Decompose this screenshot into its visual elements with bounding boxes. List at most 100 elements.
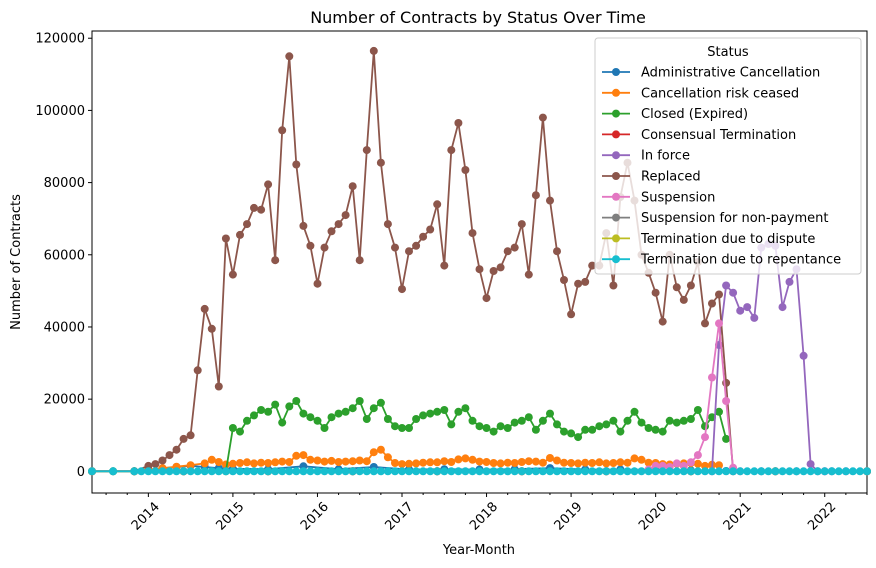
data-point (299, 409, 308, 418)
data-point (334, 467, 343, 476)
data-point (454, 119, 463, 127)
data-point (574, 459, 583, 468)
data-point (426, 409, 435, 418)
data-point (785, 277, 794, 286)
legend-label: Cancellation risk ceased (641, 86, 799, 101)
data-point (348, 457, 357, 466)
legend-swatch-marker (612, 109, 620, 118)
data-point (517, 220, 526, 229)
data-point (517, 458, 526, 466)
data-point (341, 211, 350, 220)
data-point (362, 415, 371, 423)
data-point (750, 467, 759, 476)
data-point (517, 467, 526, 476)
data-point (440, 457, 449, 466)
data-point (722, 397, 731, 405)
data-point (447, 420, 456, 429)
data-point (376, 158, 385, 167)
data-point (630, 454, 639, 463)
data-point (524, 413, 533, 422)
data-point (567, 467, 576, 476)
data-point (179, 434, 188, 443)
data-point (743, 467, 752, 476)
data-point (383, 453, 392, 462)
data-point (299, 451, 308, 460)
data-point (221, 234, 230, 243)
data-point (510, 418, 519, 427)
data-point (405, 459, 413, 468)
data-point (510, 243, 519, 252)
data-point (686, 415, 695, 423)
data-point (503, 247, 512, 256)
data-point (588, 467, 597, 476)
data-point (524, 457, 533, 466)
data-point (665, 467, 674, 476)
data-point (228, 467, 237, 476)
data-point (665, 416, 674, 425)
data-point (250, 203, 258, 212)
data-point (489, 427, 498, 436)
data-point (320, 467, 329, 476)
legend-swatch-marker (612, 234, 620, 243)
data-point (560, 427, 568, 436)
x-tick-label: 2021 (721, 500, 755, 534)
data-point (475, 422, 484, 431)
data-point (433, 458, 442, 467)
x-tick-label: 2015 (213, 500, 247, 534)
data-point (588, 425, 597, 434)
data-point (651, 425, 660, 434)
data-point (433, 407, 442, 416)
data-point (771, 467, 780, 476)
legend-swatch-marker (612, 88, 620, 97)
legend-label: Closed (Expired) (641, 107, 748, 122)
data-point (264, 459, 273, 467)
data-point (531, 457, 540, 466)
data-point (320, 424, 329, 432)
data-point (271, 256, 280, 265)
data-point (454, 455, 463, 464)
data-point (250, 459, 258, 468)
data-point (306, 467, 315, 476)
data-point (553, 247, 561, 256)
data-point (722, 434, 731, 443)
data-point (130, 467, 139, 476)
data-point (306, 413, 315, 422)
y-axis-label: Number of Contracts (9, 194, 24, 330)
y-tick-label: 80000 (44, 176, 85, 191)
legend-label: Consensual Termination (641, 128, 796, 143)
data-point (355, 397, 364, 405)
data-point (158, 456, 167, 465)
data-point (792, 467, 801, 476)
data-point (799, 351, 808, 360)
data-point (813, 467, 822, 476)
data-point (574, 433, 583, 442)
data-point (285, 458, 294, 466)
data-point (715, 290, 723, 299)
data-point (560, 458, 568, 467)
x-tick-label: 2018 (467, 500, 501, 534)
data-point (412, 459, 421, 468)
data-point (426, 225, 435, 234)
data-point (214, 467, 223, 476)
data-point (701, 422, 709, 431)
data-point (419, 467, 428, 476)
data-point (708, 299, 716, 308)
series-layer (88, 46, 871, 476)
data-point (334, 409, 343, 418)
legend: Status Administrative Cancellation Cancel… (594, 37, 862, 275)
data-point (419, 458, 428, 467)
data-point (292, 397, 301, 405)
data-point (623, 458, 632, 467)
data-point (348, 467, 357, 476)
data-point (144, 467, 153, 476)
data-point (567, 459, 576, 467)
legend-swatch-marker (612, 130, 620, 139)
data-point (228, 270, 237, 279)
data-point (426, 458, 435, 467)
data-point (165, 467, 174, 476)
data-point (609, 467, 618, 476)
data-point (609, 416, 618, 425)
data-point (524, 467, 533, 476)
data-point (475, 467, 484, 476)
